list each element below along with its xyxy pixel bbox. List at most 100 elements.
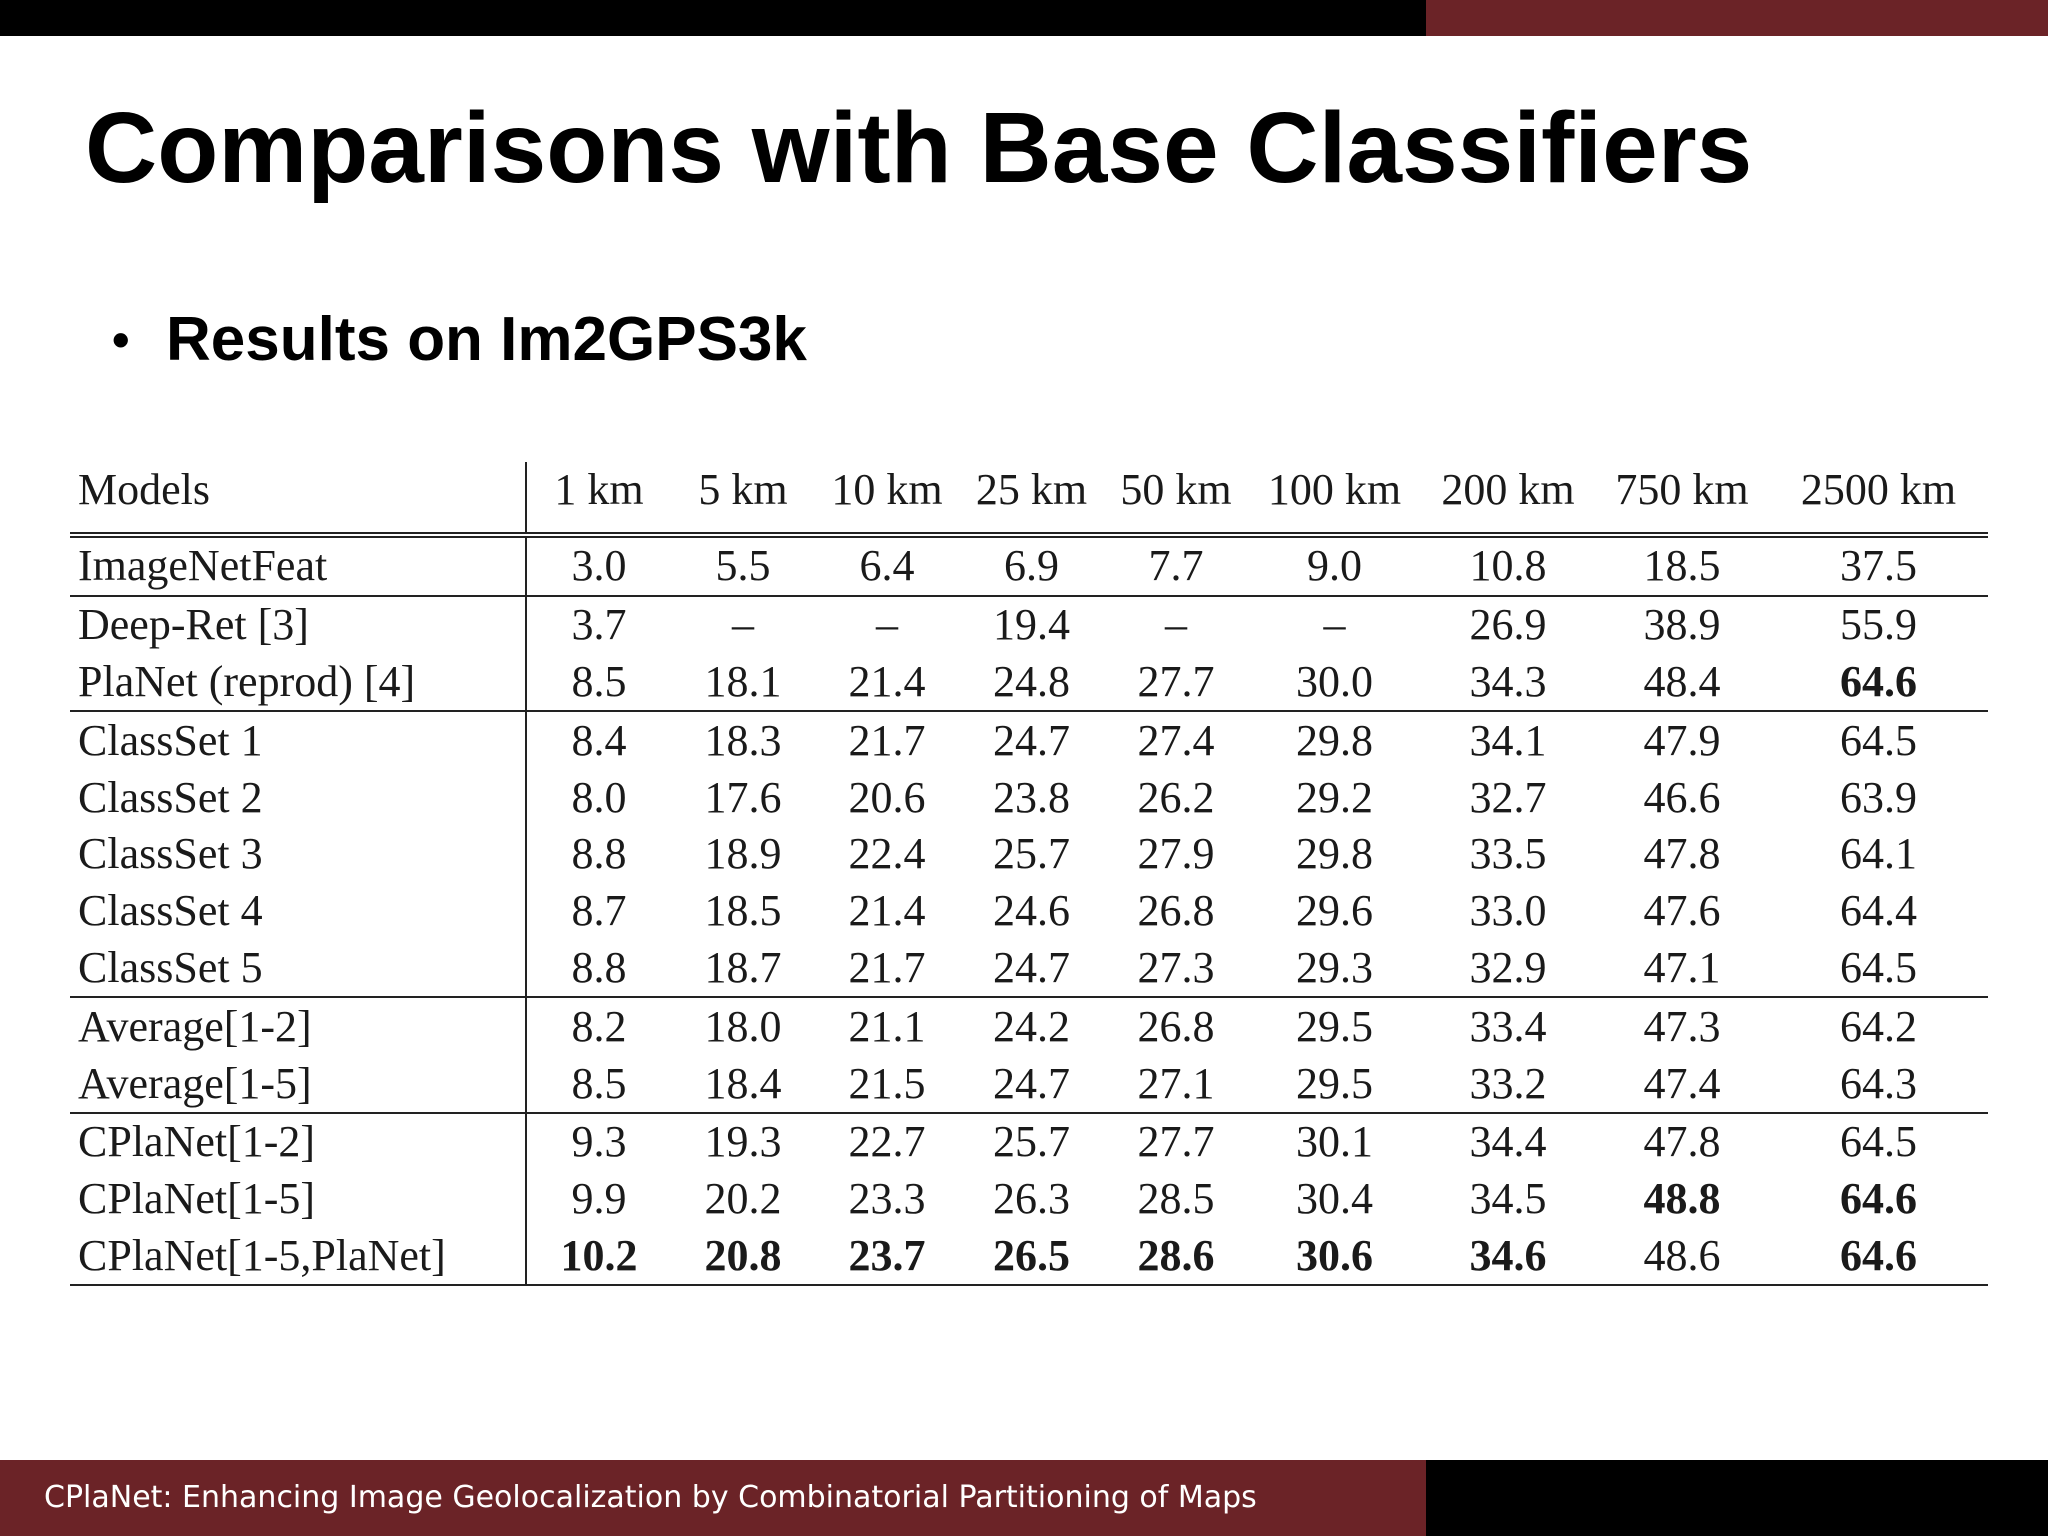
table-row: ClassSet 3 8.8 18.9 22.4 25.7 27.9 29.8 33.5 47.… [70, 825, 1988, 883]
value-cell: 8.5 [526, 1055, 671, 1114]
model-name-cell: ClassSet 1 [70, 711, 527, 770]
table-row: ClassSet 4 8.7 18.5 21.4 24.6 26.8 29.6 33.0 47.… [70, 882, 1988, 940]
value-cell: 24.6 [993, 886, 1070, 936]
value-cell: 26.3 [993, 1174, 1070, 1224]
value-cell: 30.0 [1248, 653, 1421, 713]
value-cell: 29.8 [1296, 829, 1373, 879]
model-name-cell: Average[1-5] [70, 1055, 527, 1114]
value-cell: 8.8 [571, 829, 627, 879]
model-name-cell: ImageNetFeat [70, 535, 527, 597]
value-cell: 29.6 [1296, 886, 1373, 936]
value-cell: 9.0 [1248, 535, 1421, 597]
value-cell: 8.2 [571, 1001, 627, 1051]
table-row: Deep-Ret [3] 3.7 – – 19.4 – – 26.9 38.9 55.9 [70, 595, 1988, 654]
value-cell: 18.9 [704, 829, 782, 879]
value-cell: 34.3 [1421, 653, 1595, 713]
model-name-cell: ClassSet 2 [70, 769, 527, 826]
value-cell: 24.8 [959, 653, 1104, 713]
value-cell: 3.7 [571, 600, 627, 650]
value-cell: 8.5 [526, 653, 671, 713]
footer-accent: CPlaNet: Enhancing Image Geolocalization… [0, 1460, 1426, 1536]
bullet-dot-icon: • [112, 312, 130, 368]
value-cell: 24.2 [993, 1001, 1070, 1051]
value-cell: 23.8 [993, 772, 1070, 822]
value-cell: 8.8 [526, 939, 671, 999]
value-cell: 46.6 [1643, 772, 1721, 822]
header-cell-200km: 200 km [1421, 462, 1595, 538]
value-cell: 21.4 [848, 886, 926, 936]
header-cell-25km: 25 km [959, 462, 1104, 538]
value-cell: 21.4 [815, 653, 959, 713]
value-cell: 47.8 [1643, 829, 1721, 879]
value-cell: 27.9 [1137, 829, 1215, 879]
value-cell: 47.9 [1643, 715, 1721, 765]
table-row: CPlaNet[1-5,PlaNet] 10.2 20.8 23.7 26.5 28.6 3… [70, 1227, 1988, 1287]
value-cell: 9.3 [571, 1117, 627, 1167]
value-cell: 63.9 [1840, 772, 1917, 822]
value-cell: 21.1 [848, 1001, 926, 1051]
value-cell: 47.3 [1643, 1001, 1721, 1051]
value-cell: 17.6 [704, 772, 782, 822]
table-header: Models 1 km 5 km 10 km 25 km 50 km 100 k… [70, 462, 1988, 538]
value-cell: 27.1 [1104, 1055, 1248, 1114]
value-cell: 64.1 [1840, 829, 1917, 879]
model-name-cell: PlaNet (reprod) [4] [70, 653, 527, 713]
value-cell: 26.8 [1137, 1001, 1215, 1051]
value-cell: 8.0 [571, 772, 627, 822]
model-name-cell: Deep-Ret [3] [70, 595, 527, 654]
value-cell: 21.5 [815, 1055, 959, 1114]
value-cell: 19.4 [993, 600, 1070, 650]
value-cell: 8.7 [571, 886, 627, 936]
value-cell: 22.4 [848, 829, 926, 879]
value-cell: 64.6 [1769, 1227, 1988, 1287]
value-cell: – [876, 600, 898, 650]
value-cell: 18.3 [704, 715, 782, 765]
value-cell: 29.2 [1296, 772, 1373, 822]
value-cell: 33.5 [1469, 829, 1547, 879]
value-cell: 23.7 [815, 1227, 959, 1287]
value-cell: 27.3 [1104, 939, 1248, 999]
value-cell: 3.0 [526, 535, 671, 597]
value-cell: – [732, 600, 754, 650]
table-row: ClassSet 2 8.0 17.6 20.6 23.8 26.2 29.2 32.7 46.… [70, 769, 1988, 826]
value-cell: 25.7 [993, 1117, 1070, 1167]
value-cell: 37.5 [1769, 535, 1988, 597]
value-cell: 27.7 [1104, 653, 1248, 713]
value-cell: 18.0 [704, 1001, 782, 1051]
header-cell-1km: 1 km [526, 462, 671, 538]
value-cell: 21.7 [815, 939, 959, 999]
value-cell: 34.5 [1469, 1174, 1547, 1224]
value-cell: 18.1 [671, 653, 815, 713]
value-cell: 47.6 [1643, 886, 1721, 936]
value-cell: 9.9 [571, 1174, 627, 1224]
value-cell: 64.4 [1840, 886, 1917, 936]
value-cell: 28.6 [1104, 1227, 1248, 1287]
value-cell: 18.5 [1595, 535, 1769, 597]
value-cell: 64.5 [1840, 1117, 1917, 1167]
value-cell: 18.4 [671, 1055, 815, 1114]
value-cell: 55.9 [1840, 600, 1917, 650]
table-row: CPlaNet[1-2] 9.3 19.3 22.7 25.7 27.7 30.1 34.4 4… [70, 1112, 1988, 1171]
header-cell-5km: 5 km [671, 462, 815, 538]
value-cell: 29.5 [1296, 1001, 1373, 1051]
value-cell: 7.7 [1104, 535, 1248, 597]
value-cell: 21.7 [848, 715, 926, 765]
value-cell: 48.6 [1595, 1227, 1769, 1287]
value-cell: 48.8 [1643, 1174, 1721, 1224]
value-cell: 10.8 [1421, 535, 1595, 597]
value-cell: 20.8 [671, 1227, 815, 1287]
value-cell: 24.7 [993, 715, 1070, 765]
value-cell: 24.7 [959, 939, 1104, 999]
value-cell: 47.8 [1643, 1117, 1721, 1167]
value-cell: 20.2 [704, 1174, 782, 1224]
value-cell: 18.5 [704, 886, 782, 936]
slide-title: Comparisons with Base Classifiers [85, 92, 1753, 204]
value-cell: 30.1 [1296, 1117, 1373, 1167]
header-cell-100km: 100 km [1248, 462, 1421, 538]
value-cell: 26.9 [1469, 600, 1547, 650]
value-cell: 34.6 [1421, 1227, 1595, 1287]
value-cell: – [1323, 600, 1346, 650]
header-row: Models 1 km 5 km 10 km 25 km 50 km 100 k… [70, 462, 1988, 538]
model-name-cell: ClassSet 4 [70, 882, 527, 940]
top-bar-accent [1426, 0, 2048, 36]
